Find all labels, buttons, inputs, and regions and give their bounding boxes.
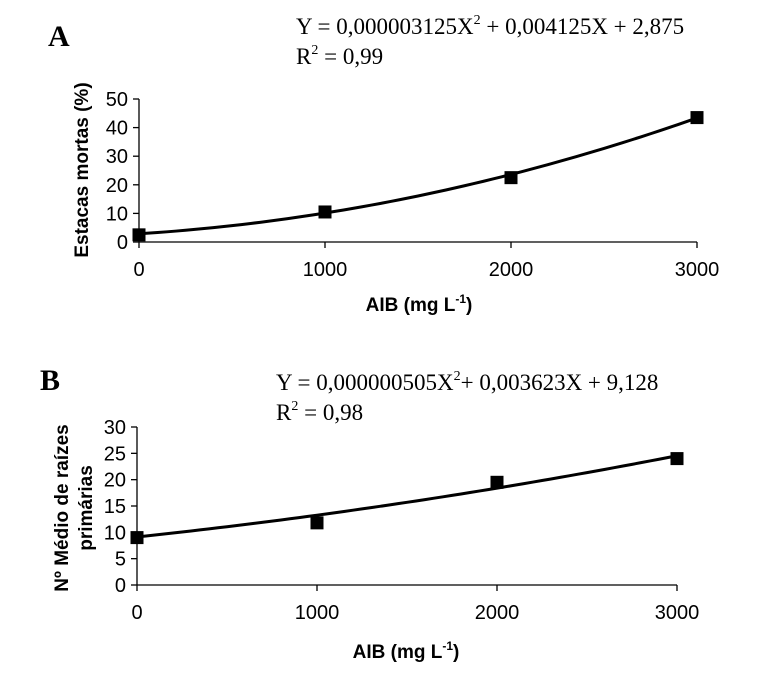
panel-b-letter: B: [40, 364, 60, 397]
x-tick-label: 3000: [655, 602, 700, 624]
y-tick-label: 50: [106, 89, 128, 111]
panel-b-equation: Y = 0,000000505X2+ 0,003623X + 9,128: [276, 369, 658, 395]
panel-b-x-axis-label: AIB (mg L-1): [353, 639, 460, 663]
panel-b-y-ticks: 0 5 10 15 20 25 30: [104, 417, 137, 597]
data-point-marker: [132, 228, 146, 242]
y-tick-label: 15: [104, 496, 126, 518]
x-tick-label: 2000: [489, 259, 534, 281]
panel-a-trendline: [138, 116, 698, 236]
y-tick-label: 0: [115, 575, 126, 597]
x-tick-label: 1000: [295, 602, 340, 624]
data-point-marker: [670, 452, 684, 466]
y-tick-label: 10: [104, 522, 126, 544]
panel-a-markers: [132, 111, 704, 242]
panel-b-x-ticks: 0 1000 2000 3000: [131, 585, 699, 624]
panel-a-equation: Y = 0,000003125X2 + 0,004125X + 2,875: [296, 13, 684, 39]
data-point-marker: [310, 516, 324, 530]
panel-a-letter: A: [48, 20, 70, 53]
y-tick-label: 30: [106, 146, 128, 168]
panel-a-y-axis-label: Estacas mortas (%): [72, 82, 93, 257]
data-point-marker: [504, 171, 518, 185]
data-point-marker: [130, 531, 144, 545]
y-tick-label: 25: [104, 443, 126, 465]
panel-b-markers: [130, 452, 684, 545]
data-point-marker: [318, 205, 332, 219]
panel-a-y-ticks: 0 10 20 30 40 50: [106, 89, 139, 254]
x-tick-label: 2000: [475, 602, 520, 624]
y-tick-label: 10: [106, 203, 128, 225]
y-tick-label: 30: [104, 417, 126, 439]
panel-b: B Y = 0,000000505X2+ 0,003623X + 9,128 R…: [40, 364, 699, 663]
y-tick-label: 5: [115, 549, 126, 571]
data-point-marker: [490, 475, 504, 489]
panel-a-r-squared: R2 = 0,99: [296, 43, 383, 69]
x-tick-label: 1000: [303, 259, 348, 281]
x-tick-label: 0: [131, 602, 142, 624]
y-tick-label: 40: [106, 118, 128, 140]
y-tick-label: 20: [106, 175, 128, 197]
panel-a: A Y = 0,000003125X2 + 0,004125X + 2,875 …: [48, 13, 719, 316]
data-point-marker: [690, 111, 704, 125]
x-tick-label: 0: [133, 259, 144, 281]
panel-a-x-ticks: 0 1000 2000 3000: [133, 242, 719, 281]
y-tick-label: 20: [104, 470, 126, 492]
y-tick-label: 0: [117, 232, 128, 254]
panel-b-y-axis-label: Nº Médio de raízes primárias: [52, 424, 97, 591]
x-tick-label: 3000: [675, 259, 720, 281]
panel-b-trendline: [136, 454, 678, 539]
panel-a-x-axis-label: AIB (mg L-1): [366, 292, 473, 316]
panel-b-r-squared: R2 = 0,98: [276, 399, 363, 425]
